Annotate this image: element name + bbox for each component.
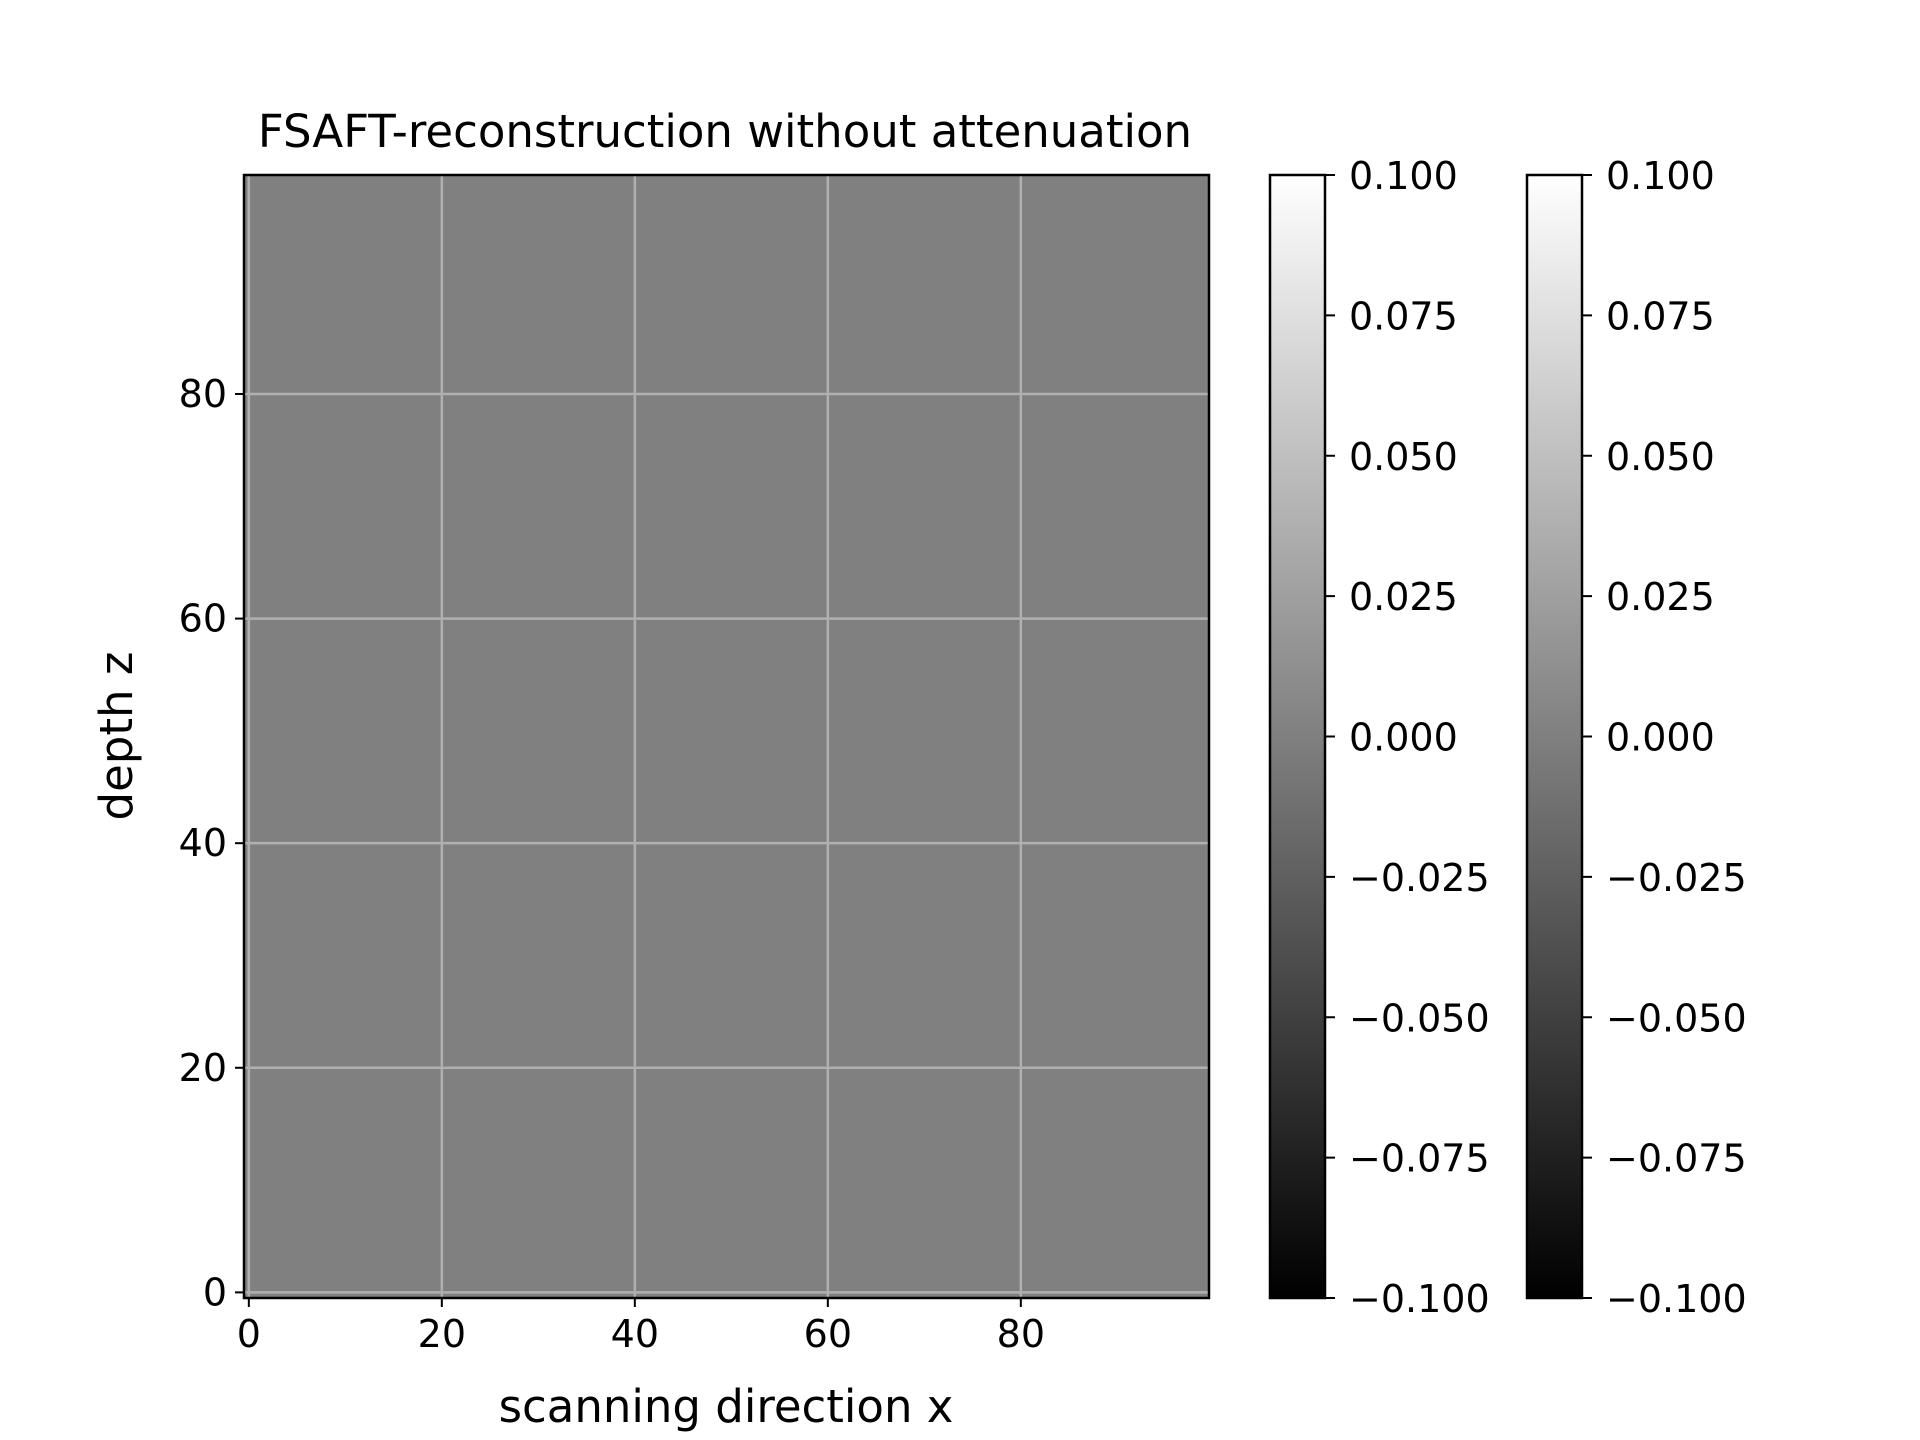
colorbar-tick-label: 0.050 — [1606, 435, 1715, 479]
x-axis-ticks: 0 20 40 60 80 — [237, 1298, 1045, 1356]
colorbar-tick-label: −0.075 — [1606, 1137, 1747, 1181]
x-axis-label: scanning direction x — [499, 1380, 954, 1433]
x-tick-label: 80 — [997, 1312, 1045, 1356]
colorbar-tick-label: 0.000 — [1606, 716, 1715, 760]
colorbar-tick-label: 0.100 — [1349, 154, 1458, 198]
colorbar-2: −0.100 −0.075 −0.050 −0.025 0.000 0.025 0.050 0… — [1525, 154, 1747, 1321]
y-tick-label: 40 — [179, 821, 227, 865]
y-tick-label: 20 — [179, 1046, 227, 1090]
colorbar-1: −0.100 −0.075 −0.050 −0.025 0.000 0.025 0.050 0… — [1268, 154, 1490, 1321]
colorbar-tick-label: 0.100 — [1606, 154, 1715, 198]
axes-frame — [242, 173, 1211, 1300]
grid-lines — [244, 175, 1209, 1298]
x-tick-label: 60 — [804, 1312, 852, 1356]
x-tick-label: 0 — [237, 1312, 261, 1356]
y-tick-label: 60 — [179, 597, 227, 641]
x-tick-label: 20 — [418, 1312, 466, 1356]
reconstruction-image — [244, 175, 1209, 1298]
colorbar-tick-label: 0.025 — [1606, 575, 1715, 619]
y-tick-label: 80 — [179, 372, 227, 416]
y-tick-label: 0 — [203, 1270, 227, 1314]
colorbar-tick-label: 0.050 — [1349, 435, 1458, 479]
colorbar-tick-label: −0.075 — [1349, 1137, 1490, 1181]
colorbar-tick-label: −0.050 — [1349, 996, 1490, 1040]
colorbar-tick-label: −0.025 — [1349, 856, 1490, 900]
colorbar-gradient — [1525, 173, 1584, 1300]
chart-title: FSAFT-reconstruction without attenuation — [258, 105, 1192, 158]
colorbar-tick-label: 0.075 — [1349, 294, 1458, 338]
colorbar-tick-label: 0.075 — [1606, 294, 1715, 338]
colorbar-tick-label: −0.025 — [1606, 856, 1747, 900]
colorbar-tick-label: −0.100 — [1606, 1277, 1747, 1321]
main-axes: 0 20 40 60 80 0 20 40 60 80 — [179, 173, 1211, 1356]
colorbar-tick-label: −0.100 — [1349, 1277, 1490, 1321]
colorbar-tick-label: −0.050 — [1606, 996, 1747, 1040]
colorbar-tick-label: 0.025 — [1349, 575, 1458, 619]
y-axis-ticks: 0 20 40 60 80 — [179, 372, 244, 1314]
colorbar-gradient — [1268, 173, 1327, 1300]
x-tick-label: 40 — [611, 1312, 659, 1356]
y-axis-label: depth z — [90, 652, 143, 821]
colorbar-tick-label: 0.000 — [1349, 716, 1458, 760]
